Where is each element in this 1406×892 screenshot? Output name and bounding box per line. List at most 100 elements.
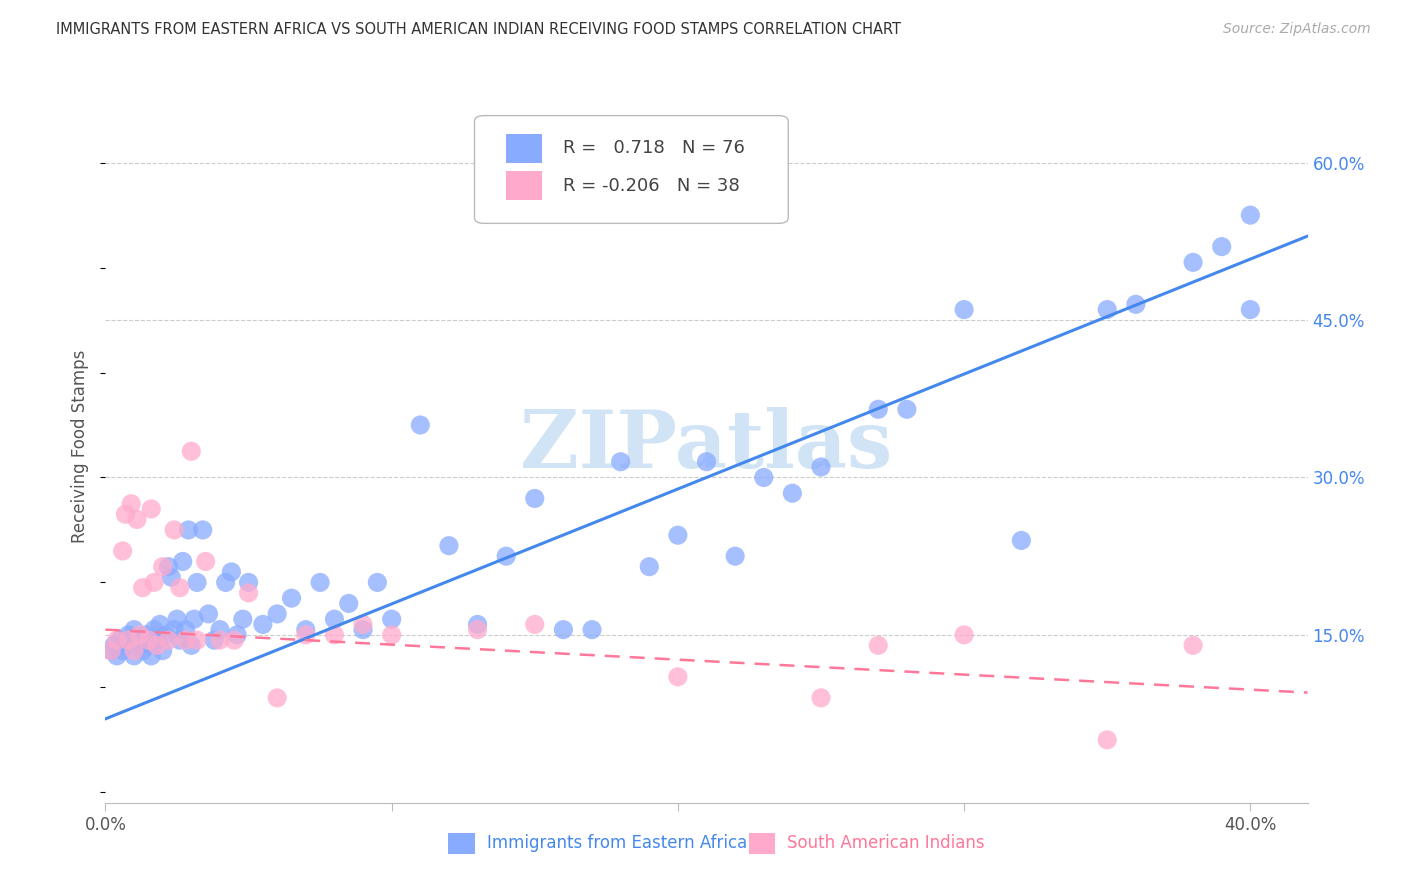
Point <box>724 549 747 564</box>
Point <box>467 617 489 632</box>
Bar <box>449 833 474 855</box>
Point <box>114 507 136 521</box>
Point <box>146 633 169 648</box>
Point <box>366 575 388 590</box>
Point <box>238 575 260 590</box>
Point <box>437 539 460 553</box>
Point <box>108 633 131 648</box>
Point <box>238 586 260 600</box>
Point <box>191 523 214 537</box>
Text: ZIPatlas: ZIPatlas <box>520 407 893 485</box>
Point <box>157 633 180 648</box>
Point <box>114 639 136 653</box>
Point <box>194 554 217 568</box>
Text: Immigrants from Eastern Africa: Immigrants from Eastern Africa <box>486 835 747 853</box>
FancyBboxPatch shape <box>474 116 789 223</box>
Point <box>337 596 360 610</box>
Point <box>186 633 208 648</box>
Point <box>309 575 332 590</box>
Point <box>169 581 191 595</box>
Point <box>180 639 202 653</box>
Point <box>120 633 142 648</box>
Point <box>953 302 976 317</box>
Point <box>169 633 191 648</box>
Point <box>221 565 243 579</box>
Point <box>111 643 134 657</box>
Point <box>1182 255 1205 269</box>
Point <box>609 455 631 469</box>
Point <box>122 623 145 637</box>
Point <box>143 575 166 590</box>
Point <box>232 612 254 626</box>
Point <box>381 628 404 642</box>
Point <box>117 633 139 648</box>
Point <box>409 417 432 432</box>
Point <box>177 523 200 537</box>
Point <box>141 502 163 516</box>
Point <box>174 623 197 637</box>
Point <box>180 444 202 458</box>
Point <box>1211 239 1233 253</box>
Point <box>183 612 205 626</box>
Point <box>810 690 832 705</box>
Point <box>141 648 163 663</box>
Point <box>105 633 128 648</box>
Point <box>523 617 546 632</box>
Point <box>1095 732 1118 747</box>
Point <box>155 628 177 642</box>
Point <box>160 570 183 584</box>
Point <box>553 623 575 637</box>
Point <box>157 559 180 574</box>
Point <box>782 486 804 500</box>
Point <box>125 639 148 653</box>
Point <box>135 628 157 642</box>
Point <box>896 402 918 417</box>
Point <box>266 690 288 705</box>
Point <box>1125 297 1147 311</box>
Point <box>1239 302 1261 317</box>
Point <box>523 491 546 506</box>
Point <box>138 639 160 653</box>
Point <box>166 612 188 626</box>
Bar <box>506 171 541 200</box>
Point <box>105 648 128 663</box>
Point <box>186 575 208 590</box>
Text: IMMIGRANTS FROM EASTERN AFRICA VS SOUTH AMERICAN INDIAN RECEIVING FOOD STAMPS CO: IMMIGRANTS FROM EASTERN AFRICA VS SOUTH … <box>56 22 901 37</box>
Point <box>467 623 489 637</box>
Point <box>163 623 186 637</box>
Point <box>495 549 517 564</box>
Point <box>163 523 186 537</box>
Point <box>103 639 125 653</box>
Point <box>143 623 166 637</box>
Point <box>352 623 374 637</box>
Point <box>172 554 194 568</box>
Point <box>226 628 249 642</box>
Point <box>666 528 689 542</box>
Point <box>696 455 718 469</box>
Text: R = -0.206   N = 38: R = -0.206 N = 38 <box>564 177 740 194</box>
Point <box>122 643 145 657</box>
Point <box>149 617 172 632</box>
Y-axis label: Receiving Food Stamps: Receiving Food Stamps <box>72 350 90 542</box>
Point <box>120 497 142 511</box>
Point <box>174 633 197 648</box>
Point <box>1182 639 1205 653</box>
Point <box>208 623 231 637</box>
Point <box>295 628 318 642</box>
Point <box>1095 302 1118 317</box>
Point <box>125 512 148 526</box>
Point <box>810 460 832 475</box>
Point <box>122 648 145 663</box>
Text: South American Indians: South American Indians <box>787 835 984 853</box>
Text: Source: ZipAtlas.com: Source: ZipAtlas.com <box>1223 22 1371 37</box>
Point <box>868 639 890 653</box>
Point <box>295 623 318 637</box>
Point <box>202 633 225 648</box>
Point <box>117 628 139 642</box>
Point <box>128 633 150 648</box>
Point <box>252 617 274 632</box>
Point <box>224 633 246 648</box>
Point <box>100 643 122 657</box>
Point <box>152 559 174 574</box>
Point <box>266 607 288 621</box>
